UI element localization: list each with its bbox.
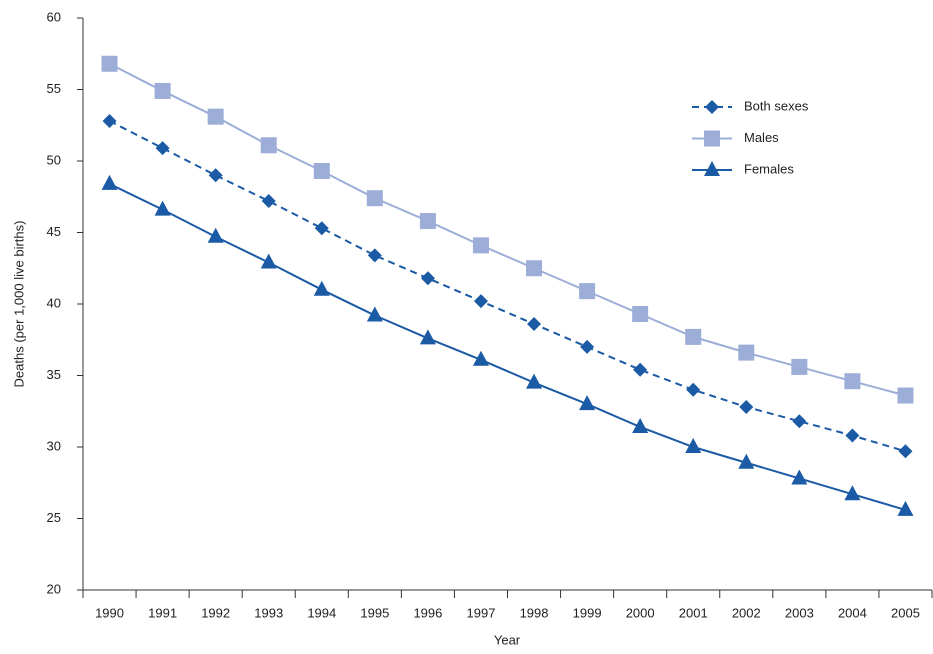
x-tick-label: 1997 — [467, 605, 496, 620]
x-tick-label: 1993 — [254, 605, 283, 620]
data-point — [102, 113, 117, 128]
y-tick-label: 60 — [47, 9, 61, 24]
data-point — [313, 163, 330, 180]
x-tick-label: 2001 — [679, 605, 708, 620]
data-point — [155, 141, 170, 156]
data-point — [791, 469, 808, 485]
x-tick-label: 1998 — [520, 605, 549, 620]
data-point — [633, 362, 648, 377]
y-tick-label: 55 — [47, 81, 61, 96]
data-point — [260, 253, 277, 269]
legend-label: Males — [744, 130, 779, 145]
data-point — [579, 283, 596, 300]
x-tick-label: 1996 — [413, 605, 442, 620]
data-point — [898, 444, 913, 459]
data-point — [580, 339, 595, 354]
data-point — [897, 387, 914, 404]
x-tick-label: 2005 — [891, 605, 920, 620]
y-tick-label: 45 — [47, 224, 61, 239]
x-tick-label: 1999 — [573, 605, 602, 620]
legend-label: Females — [744, 161, 794, 176]
data-point — [207, 227, 224, 243]
x-tick-label: 2002 — [732, 605, 761, 620]
data-point — [791, 358, 808, 375]
y-tick-label: 40 — [47, 295, 61, 310]
legend-marker — [704, 130, 720, 147]
legend-marker — [704, 161, 720, 176]
data-point — [579, 395, 596, 411]
data-point — [792, 414, 807, 429]
data-point — [261, 194, 276, 209]
x-tick-label: 1991 — [148, 605, 177, 620]
data-point — [527, 317, 542, 332]
data-point — [366, 190, 383, 207]
series-line — [109, 62, 906, 397]
data-point — [845, 428, 860, 443]
x-axis-title: Year — [494, 632, 521, 647]
x-tick-label: 1992 — [201, 605, 230, 620]
data-point — [419, 329, 436, 345]
data-point — [472, 350, 489, 366]
data-point — [154, 200, 171, 216]
data-point — [738, 453, 755, 469]
legend-label: Both sexes — [744, 98, 809, 113]
data-point — [366, 306, 383, 322]
data-point — [844, 373, 861, 390]
data-point — [419, 213, 436, 230]
data-point — [685, 328, 702, 345]
x-tick-label: 1995 — [360, 605, 389, 620]
data-point — [314, 221, 329, 236]
data-point — [844, 485, 861, 501]
data-point — [632, 417, 649, 433]
data-point — [473, 294, 488, 309]
y-tick-label: 25 — [47, 510, 61, 525]
y-tick-label: 30 — [47, 438, 61, 453]
data-point — [526, 260, 543, 277]
series-line — [109, 120, 906, 453]
data-point — [208, 168, 223, 183]
data-point — [472, 237, 489, 254]
data-point — [101, 174, 118, 190]
x-tick-label: 1994 — [307, 605, 336, 620]
y-tick-label: 50 — [47, 152, 61, 167]
data-point — [260, 137, 277, 154]
data-point — [685, 438, 702, 453]
x-tick-label: 2003 — [785, 605, 814, 620]
legend-marker — [705, 100, 719, 114]
y-tick-label: 20 — [47, 581, 61, 596]
data-point — [420, 271, 435, 286]
data-point — [897, 500, 914, 516]
data-point — [739, 399, 754, 414]
data-point — [686, 382, 701, 397]
data-point — [313, 280, 330, 296]
x-tick-label: 2004 — [838, 605, 867, 620]
data-point — [154, 82, 171, 99]
y-axis-title: Deaths (per 1,000 live births) — [11, 221, 26, 388]
data-point — [101, 55, 118, 72]
data-point — [207, 108, 224, 125]
y-tick-label: 35 — [47, 367, 61, 382]
data-point — [367, 248, 382, 263]
series-line — [109, 182, 906, 511]
x-tick-label: 1990 — [95, 605, 124, 620]
data-point — [632, 306, 649, 323]
x-tick-label: 2000 — [626, 605, 655, 620]
data-point — [738, 344, 755, 361]
data-point — [526, 373, 543, 389]
